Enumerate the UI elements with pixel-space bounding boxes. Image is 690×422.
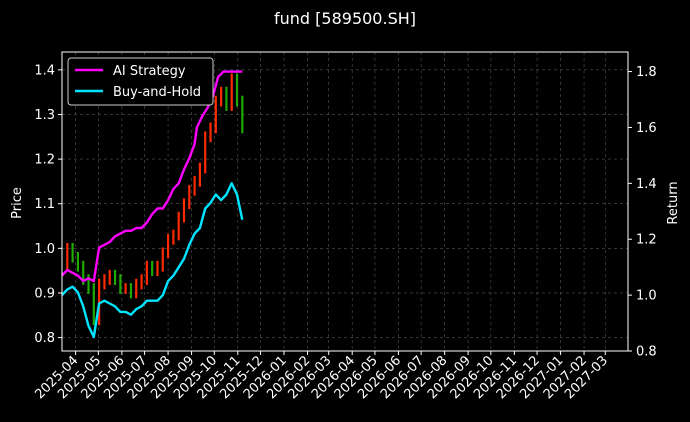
right-tick-label: 1.6 bbox=[636, 121, 657, 136]
left-tick-label: 1.2 bbox=[34, 153, 55, 168]
left-tick-label: 1.0 bbox=[34, 242, 55, 257]
left-tick-label: 1.4 bbox=[34, 63, 55, 78]
right-y-axis: 0.8 1.0 1.2 1.4 1.6 1.8 bbox=[628, 65, 657, 360]
right-tick-label: 1.4 bbox=[636, 177, 657, 192]
right-tick-label: 1.8 bbox=[636, 65, 657, 80]
right-tick-label: 1.2 bbox=[636, 233, 657, 248]
left-axis-title: Price bbox=[10, 187, 25, 219]
left-tick-label: 0.9 bbox=[34, 286, 55, 301]
legend: AI Strategy Buy-and-Hold bbox=[67, 57, 214, 106]
left-y-axis: 0.8 0.9 1.0 1.1 1.2 1.3 1.4 bbox=[34, 63, 62, 346]
right-axis-title: Return bbox=[666, 181, 681, 224]
chart-title: fund [589500.SH] bbox=[274, 9, 416, 28]
right-tick-label: 1.0 bbox=[636, 289, 657, 304]
right-tick-label: 0.8 bbox=[636, 345, 657, 360]
legend-label-bh: Buy-and-Hold bbox=[113, 85, 201, 100]
left-tick-label: 0.8 bbox=[34, 331, 55, 346]
left-tick-label: 1.3 bbox=[34, 108, 55, 123]
legend-box bbox=[67, 57, 214, 106]
series-buy-and-hold-line bbox=[61, 182, 244, 339]
legend-label-ai: AI Strategy bbox=[113, 64, 186, 79]
left-tick-label: 1.1 bbox=[34, 197, 55, 212]
series-ai-strategy-line bbox=[61, 70, 243, 283]
strategy-lines bbox=[61, 70, 244, 339]
plot-frame bbox=[61, 51, 629, 352]
